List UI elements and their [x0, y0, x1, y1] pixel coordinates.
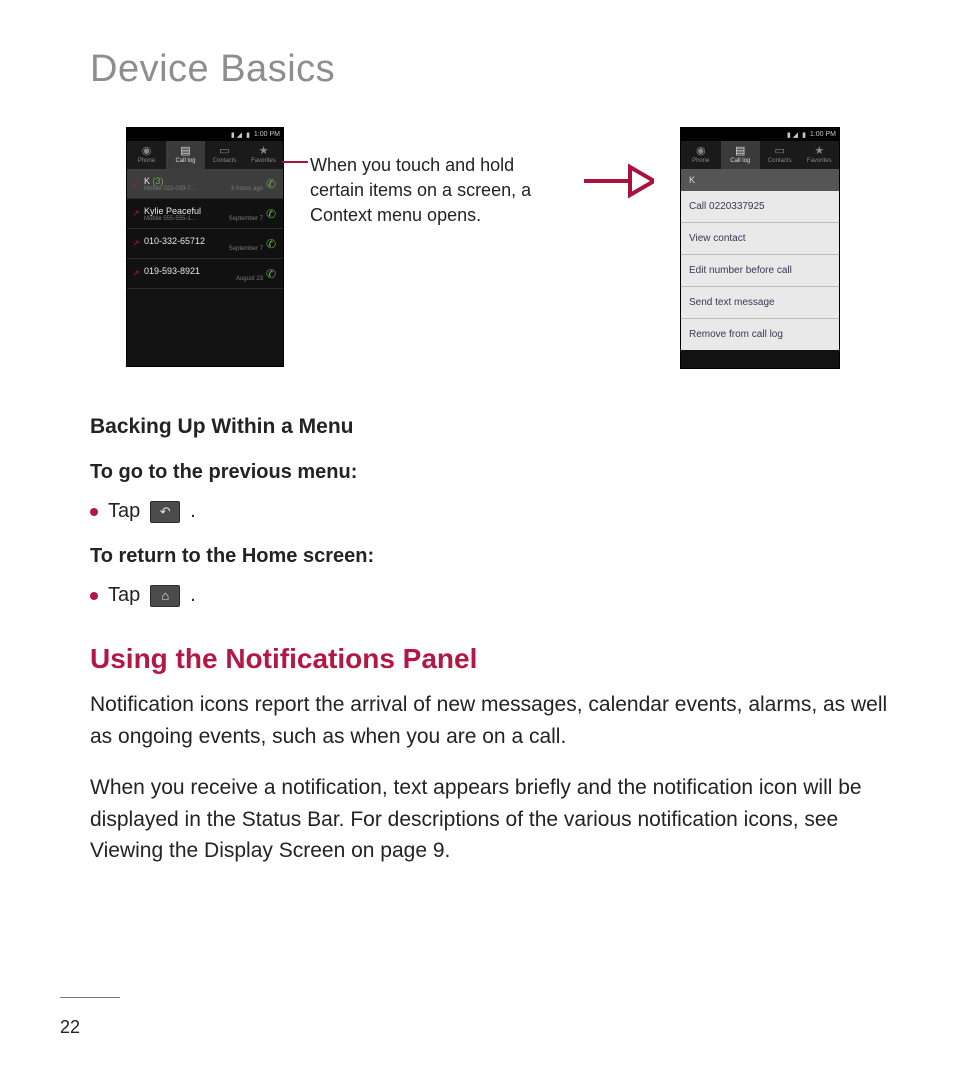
tab-favorites[interactable]: ★ Favorites [244, 141, 283, 169]
status-bar: ▮ ◢ ▮ 1:00 PM [681, 128, 839, 141]
bullet-item: Tap ↶ . [90, 500, 894, 523]
call-row[interactable]: ↙ K (3) Mobile 022-033-7… 5 hours ago ✆ [127, 169, 283, 199]
contacts-icon: ▭ [219, 146, 229, 157]
tab-bar: ◉ Phone ▤ Call log ▭ Contacts ★ Favorite… [127, 141, 283, 169]
bullet-text: Tap [108, 500, 140, 523]
contact-name: 010-332-65712 [144, 236, 263, 246]
star-icon: ★ [814, 146, 824, 157]
period: . [190, 584, 196, 607]
tab-favorites[interactable]: ★Favorites [800, 141, 840, 169]
bullet-dot-icon [90, 592, 98, 600]
statusbar-time: 1:00 PM [254, 131, 280, 138]
section-heading: Using the Notifications Panel [90, 643, 894, 675]
contact-number: Mobile 555-555-1… [144, 216, 197, 222]
paragraph: When you receive a notification, text ap… [90, 772, 894, 867]
status-bar: ▮ ◢ ▮ 1:00 PM [127, 128, 283, 141]
home-key-icon: ⌂ [150, 585, 180, 607]
contact-name: 019-593-8921 [144, 266, 263, 276]
call-row[interactable]: ↗ Kylie Peaceful Mobile 555-555-1… Septem… [127, 199, 283, 229]
battery-icon: ▮ [802, 131, 806, 139]
tab-label: Call log [175, 158, 195, 164]
call-time: September 7 [229, 246, 263, 252]
call-time: September 7 [229, 216, 263, 222]
battery-icon: ▮ [246, 131, 250, 139]
tab-calllog[interactable]: ▤ Call log [166, 141, 205, 169]
globe-icon: ◉ [142, 146, 152, 157]
dial-icon[interactable]: ✆ [263, 267, 279, 281]
call-direction-icon: ↗ [131, 208, 141, 219]
signal-icon: ▮ ◢ [787, 131, 798, 139]
contact-name: Kylie Peaceful [144, 206, 263, 216]
phone-calllog: ▮ ◢ ▮ 1:00 PM ◉ Phone ▤ Call log ▭ Conta… [126, 127, 284, 367]
call-direction-icon: ↗ [131, 238, 141, 249]
tab-bar: ◉Phone ▤Call log ▭Contacts ★Favorites [681, 141, 839, 169]
statusbar-time: 1:00 PM [810, 131, 836, 138]
call-time: 5 hours ago [231, 186, 263, 192]
tab-phone[interactable]: ◉ Phone [127, 141, 166, 169]
screenshot-row: ▮ ◢ ▮ 1:00 PM ◉ Phone ▤ Call log ▭ Conta… [90, 127, 894, 369]
list-icon: ▤ [180, 146, 190, 157]
call-direction-icon: ↗ [131, 268, 141, 279]
tab-label: Contacts [768, 158, 792, 164]
page-number: 22 [60, 1017, 80, 1038]
tab-label: Favorites [251, 158, 276, 164]
call-direction-icon: ↙ [131, 178, 141, 189]
tab-contacts[interactable]: ▭ Contacts [205, 141, 244, 169]
bullet-item: Tap ⌂ . [90, 584, 894, 607]
context-menu-header: K [681, 169, 839, 191]
instruction-heading: To return to the Home screen: [90, 545, 894, 568]
bullet-dot-icon [90, 508, 98, 516]
subheading: Backing Up Within a Menu [90, 415, 894, 439]
context-menu-item[interactable]: Remove from call log [681, 319, 839, 350]
context-menu-item[interactable]: Edit number before call [681, 255, 839, 287]
contact-name: K [144, 176, 150, 186]
tab-label: Contacts [213, 158, 237, 164]
dial-icon[interactable]: ✆ [263, 177, 279, 191]
tab-label: Phone [692, 158, 709, 164]
call-count-badge: (3) [153, 176, 164, 186]
globe-icon: ◉ [696, 146, 706, 157]
paragraph: Notification icons report the arrival of… [90, 689, 894, 752]
tab-contacts[interactable]: ▭Contacts [760, 141, 800, 169]
signal-icon: ▮ ◢ [231, 131, 242, 139]
star-icon: ★ [259, 146, 269, 157]
tab-label: Phone [138, 158, 155, 164]
contacts-icon: ▭ [775, 146, 785, 157]
dial-icon[interactable]: ✆ [263, 237, 279, 251]
contact-number: Mobile 022-033-7… [144, 186, 197, 192]
tab-label: Favorites [807, 158, 832, 164]
context-menu-item[interactable]: Send text message [681, 287, 839, 319]
tab-label: Call log [730, 158, 750, 164]
period: . [190, 500, 196, 523]
context-menu-item[interactable]: View contact [681, 223, 839, 255]
instruction-heading: To go to the previous menu: [90, 461, 894, 484]
context-menu: Call 0220337925 View contact Edit number… [681, 191, 839, 350]
back-key-icon: ↶ [150, 501, 180, 523]
dial-icon[interactable]: ✆ [263, 207, 279, 221]
context-menu-item[interactable]: Call 0220337925 [681, 191, 839, 223]
footer-rule [60, 997, 120, 998]
list-icon: ▤ [735, 146, 745, 157]
arrow-icon [582, 127, 654, 201]
call-row[interactable]: ↗ 019-593-8921 August 23 ✆ [127, 259, 283, 289]
phone-contextmenu: ▮ ◢ ▮ 1:00 PM ◉Phone ▤Call log ▭Contacts… [680, 127, 840, 369]
tab-phone[interactable]: ◉Phone [681, 141, 721, 169]
page-title: Device Basics [90, 48, 894, 91]
bullet-text: Tap [108, 584, 140, 607]
call-time: August 23 [236, 276, 263, 282]
annotation-text: When you touch and hold certain items on… [310, 127, 556, 229]
call-row[interactable]: ↗ 010-332-65712 September 7 ✆ [127, 229, 283, 259]
tab-calllog[interactable]: ▤Call log [721, 141, 761, 169]
